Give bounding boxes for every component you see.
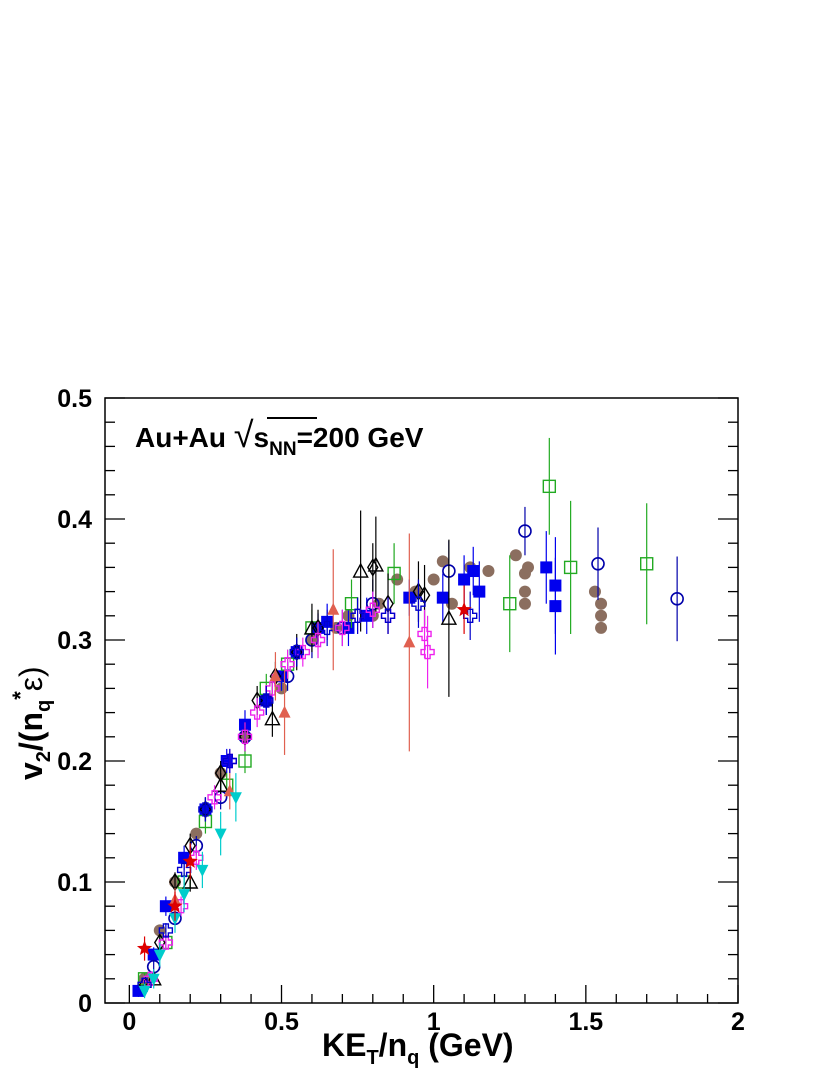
data-point [458,573,471,586]
data-point [352,562,369,578]
data-point [427,573,440,586]
data-point [670,592,684,606]
data-point [549,600,562,613]
data-point [595,609,608,622]
plot-frame [104,397,739,1004]
x-tick-label: 2 [731,1008,745,1036]
data-point [588,585,601,598]
data-point [518,597,531,610]
data-point [212,776,229,792]
annotation: Au+Au √sNN=200 GeV [135,414,424,460]
data-point [136,940,153,956]
data-point [518,585,531,598]
data-point [167,898,183,913]
data-point [473,585,486,598]
data-point [138,985,151,998]
data-point [182,873,199,889]
data-point [310,632,326,648]
data-point [335,620,350,636]
data-point [153,949,166,962]
data-point [436,591,449,604]
data-point [509,549,522,562]
data-point [158,935,174,950]
y-tick-label: 0.3 [57,627,92,655]
data-point [249,705,265,720]
series-filled-star [136,585,472,961]
data-point [436,555,449,568]
data-marks [132,437,684,999]
data-point [159,900,172,913]
series-open-cross [143,591,435,986]
data-point [640,557,654,571]
x-tick-label: 0 [122,1008,136,1036]
data-point [319,620,335,636]
x-tick-label: 1.5 [568,1008,603,1036]
y-tick-label: 0.4 [57,506,92,534]
x-axis-title: KET/nq (GeV) [322,1027,514,1069]
data-point [280,657,295,672]
data-point [366,558,379,577]
data-point [518,524,532,538]
data-point [269,669,282,682]
data-point [264,710,281,726]
data-point [411,596,426,611]
data-point [176,862,192,878]
data-point [467,565,480,578]
data-point [182,853,198,868]
data-point [222,753,237,769]
data-point [591,556,605,571]
data-point [403,635,416,648]
data-point [563,560,578,575]
series-open-circle [146,506,684,974]
x-tick-label: 1 [427,1008,441,1036]
data-point [158,923,174,938]
data-point [214,828,227,841]
data-point [542,479,557,494]
data-point [595,621,608,634]
data-point [540,561,553,574]
data-point [522,561,535,574]
axis-ticks: 0 0.5 1 1.5 2 0 0.1 0.2 0.3 0.4 0.5 [57,385,745,1036]
data-point [178,889,191,902]
data-point [595,597,608,610]
y-tick-label: 0.1 [57,869,92,897]
data-point [303,619,321,635]
series-filled-triangle [168,533,416,913]
data-point [456,601,472,617]
data-point [350,608,365,623]
data-point [196,864,209,877]
series-filled-triangle-down [138,773,242,999]
data-point [237,729,253,744]
data-point [259,693,274,708]
series-open-square [137,437,654,986]
x-tick-label: 0.5 [264,1008,299,1036]
data-point [440,609,458,625]
data-point [214,763,227,783]
y-axis-title: v2/(nq*ε) [8,666,55,780]
data-point [482,565,495,578]
data-point [380,608,396,623]
data-point [207,790,222,805]
data-point [147,973,160,986]
data-point [278,705,291,718]
data-point [365,602,381,617]
data-point [420,644,435,660]
data-point [190,827,203,840]
data-point [503,597,517,611]
data-point [327,602,340,615]
y-tick-label: 0 [78,990,92,1018]
y-tick-label: 0.2 [57,748,92,776]
data-point [238,754,252,768]
y-tick-label: 0.5 [57,385,92,413]
data-point [229,792,242,805]
series-filled-square [132,531,562,997]
series-open-cross [137,579,478,993]
data-point [289,644,304,660]
data-point [198,802,213,817]
